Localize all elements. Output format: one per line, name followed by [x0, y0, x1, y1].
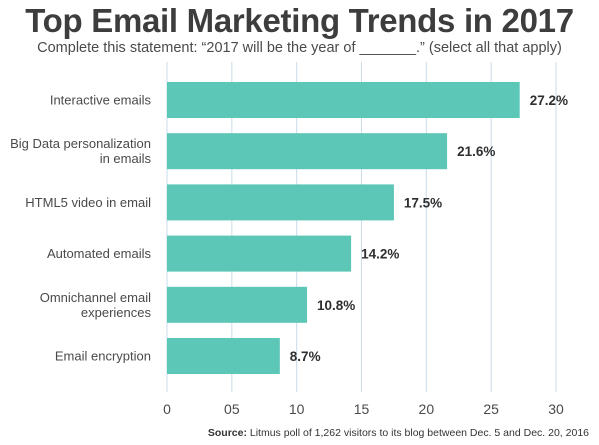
x-tick-label: 10 — [289, 401, 305, 417]
x-tick-label: 15 — [354, 401, 370, 417]
category-label: HTML5 video in email — [25, 195, 151, 210]
category-label: Email encryption — [55, 349, 151, 364]
x-tick-label: 25 — [483, 401, 499, 417]
bar — [167, 235, 352, 272]
bar — [167, 82, 520, 118]
x-tick-label: 20 — [419, 401, 435, 417]
source-text: Litmus poll of 1,262 visitors to its blo… — [246, 427, 589, 439]
bar — [167, 184, 394, 221]
bar-value-label: 8.7% — [290, 349, 321, 364]
bar-value-label: 14.2% — [361, 247, 399, 262]
bar-value-label: 10.8% — [317, 298, 355, 313]
source-note: Source: Litmus poll of 1,262 visitors to… — [208, 427, 589, 439]
category-label: Interactive emails — [50, 93, 152, 108]
bar — [167, 286, 308, 323]
category-label: Big Data personalization in emails — [10, 136, 151, 166]
x-tick-label: 05 — [224, 401, 240, 417]
category-label: Omnichannel email experiences — [40, 290, 152, 320]
chart-title: Top Email Marketing Trends in 2017 — [25, 2, 574, 39]
source-label: Source: — [207, 427, 247, 439]
x-tick-label: 0 — [163, 401, 171, 417]
chart-subtitle: Complete this statement: “2017 will be t… — [37, 40, 562, 56]
bar-value-label: 21.6% — [457, 144, 495, 159]
bar — [167, 338, 280, 374]
category-label: Automated emails — [47, 246, 152, 261]
bar-value-label: 27.2% — [530, 93, 568, 108]
bar — [167, 133, 448, 170]
bar-value-label: 17.5% — [404, 195, 442, 210]
x-tick-label: 30 — [548, 401, 564, 417]
